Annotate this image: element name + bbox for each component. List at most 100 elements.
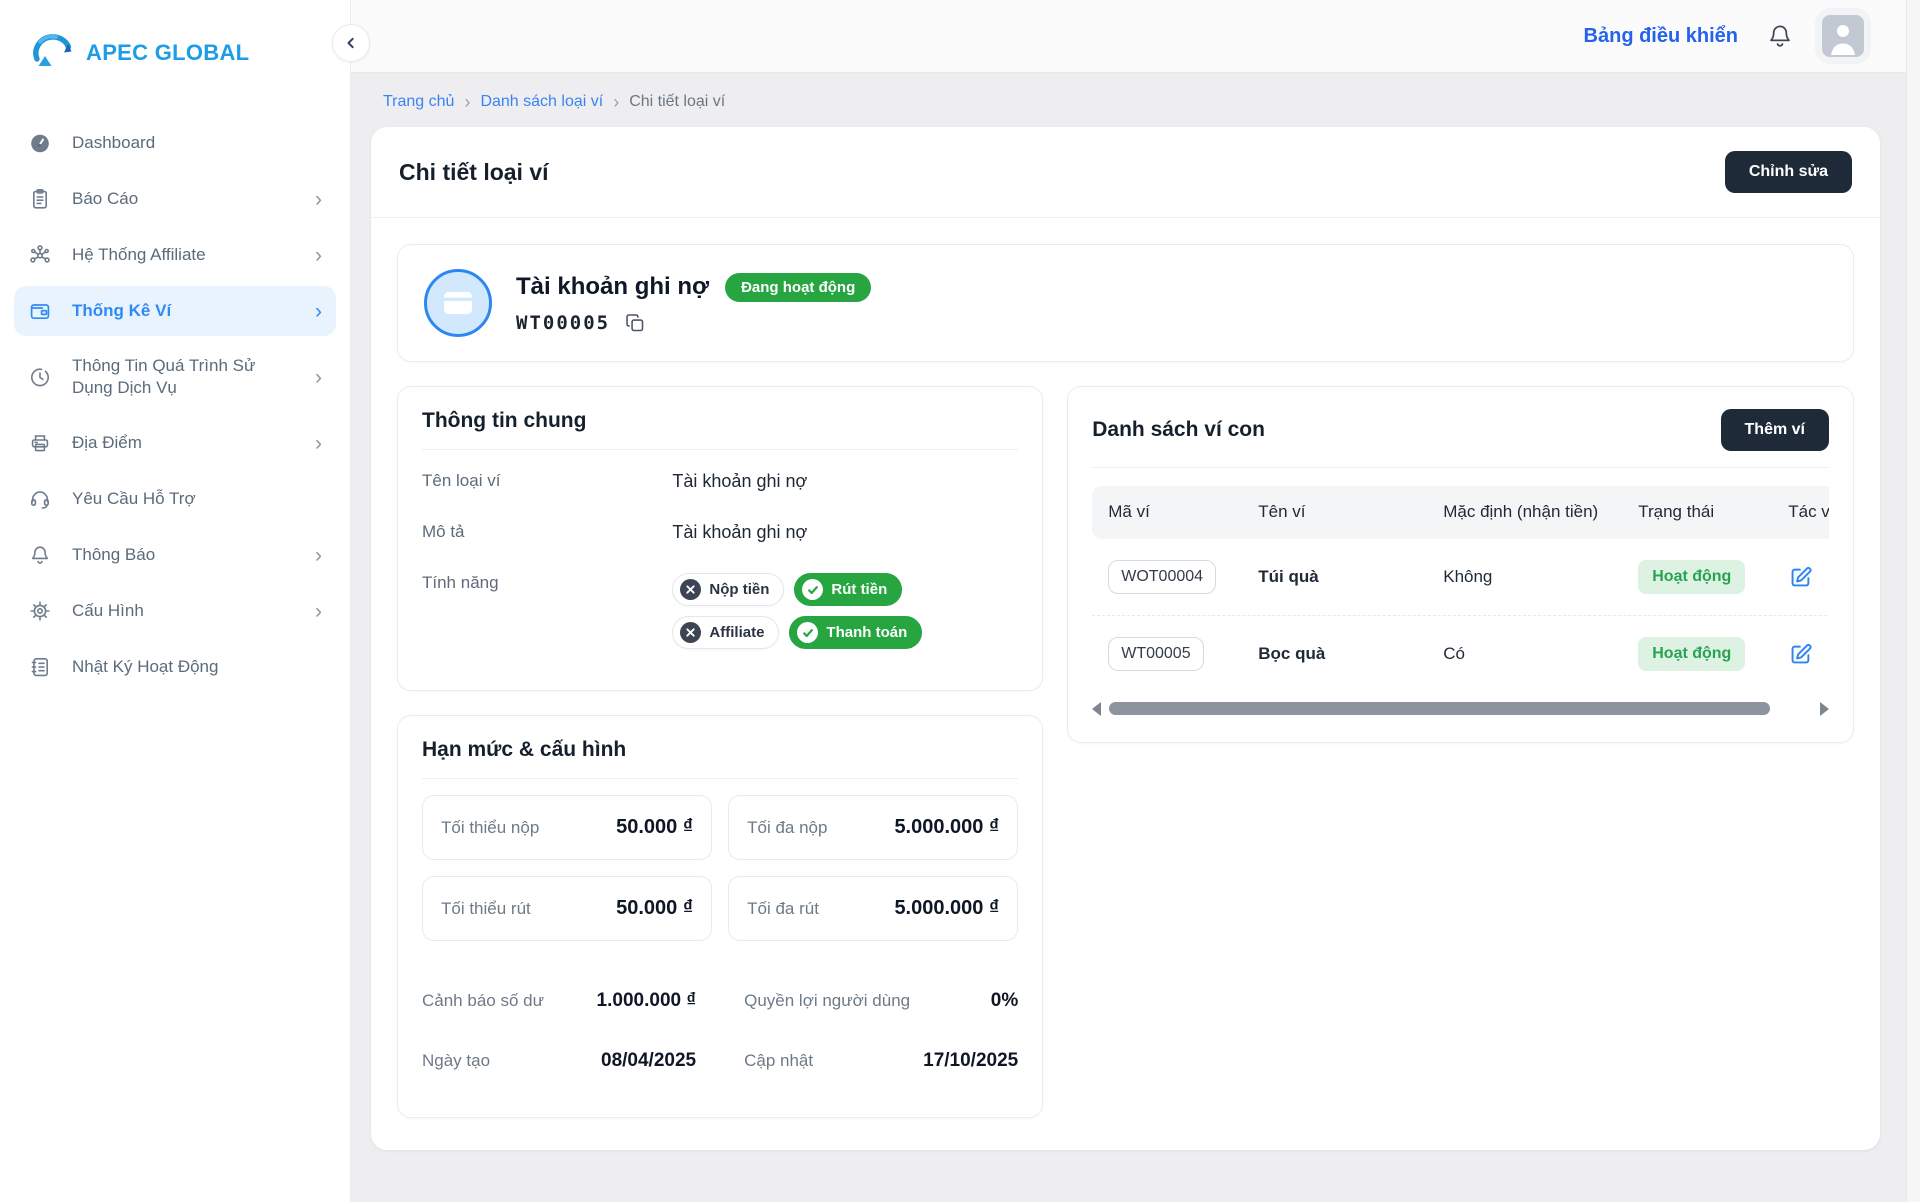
column-header: Tên ví bbox=[1258, 502, 1306, 521]
journal-icon bbox=[28, 655, 52, 679]
sidebar-item-label: Yêu Cầu Hỗ Trợ bbox=[72, 489, 196, 509]
sidebar: APEC GLOBAL Dashboard Báo Cáo › bbox=[0, 0, 351, 1202]
breadcrumb-separator-icon: › bbox=[464, 92, 471, 112]
topbar: Bảng điều khiển bbox=[351, 0, 1920, 73]
sidebar-collapse-button[interactable] bbox=[332, 24, 370, 62]
breadcrumb-home[interactable]: Trang chủ bbox=[383, 93, 455, 110]
scrollbar-thumb[interactable] bbox=[1109, 702, 1770, 716]
sidebar-item-label: Thống Kê Ví bbox=[72, 300, 172, 320]
sidebar-item-label: Dashboard bbox=[72, 132, 156, 152]
field-label: Tên loại ví bbox=[422, 471, 501, 490]
chevron-right-icon: › bbox=[315, 187, 322, 211]
wallet-icon bbox=[28, 299, 52, 323]
sidebar-item-yeu-cau-ho-tro[interactable]: Yêu Cầu Hỗ Trợ bbox=[14, 474, 336, 524]
page-card-header: Chi tiết loại ví Chỉnh sửa bbox=[371, 127, 1880, 218]
info-row-description: Mô tả Tài khoản ghi nợ bbox=[422, 507, 1018, 558]
feature-chip-label: Affiliate bbox=[709, 624, 765, 641]
wallet-avatar bbox=[424, 269, 492, 337]
chevron-right-icon: › bbox=[315, 365, 322, 389]
limit-value: 0% bbox=[990, 990, 1019, 1011]
sidebar-item-label: Địa Điểm bbox=[72, 433, 142, 453]
limits-panel: Hạn mức & cấu hình Tối thiểu nộp 50.000 … bbox=[397, 715, 1044, 1118]
chevron-left-icon bbox=[347, 37, 354, 49]
limit-value: 08/04/2025 bbox=[601, 1050, 697, 1071]
circle-check-icon bbox=[802, 579, 824, 600]
column-header: Trạng thái bbox=[1638, 502, 1715, 521]
sidebar-item-bao-cao[interactable]: Báo Cáo › bbox=[14, 174, 336, 224]
add-wallet-button[interactable]: Thêm ví bbox=[1720, 409, 1829, 451]
wallet-status-badge: Đang hoạt động bbox=[725, 272, 872, 302]
horizontal-scrollbar bbox=[1092, 701, 1829, 716]
page-title: Chi tiết loại ví bbox=[399, 158, 549, 185]
sub-wallets-table: Mã ví Tên ví Mặc định (nhận tiền) Trạng … bbox=[1092, 486, 1829, 692]
scroll-right-arrow-icon[interactable] bbox=[1820, 701, 1829, 716]
brand-logo-icon bbox=[30, 32, 76, 74]
sidebar-item-dashboard[interactable]: Dashboard bbox=[14, 118, 336, 168]
feature-chip-affiliate: Affiliate bbox=[672, 616, 780, 649]
circle-x-icon bbox=[680, 622, 702, 643]
sidebar-item-qua-trinh-su-dung[interactable]: Thông Tin Quá Trình Sử Dụng Dịch Vụ › bbox=[14, 342, 336, 412]
circle-x-icon bbox=[680, 579, 702, 600]
chevron-right-icon: › bbox=[315, 431, 322, 455]
scrollbar-track[interactable] bbox=[1109, 702, 1812, 716]
general-info-panel: Thông tin chung Tên loại ví Tài khoản gh… bbox=[397, 386, 1044, 691]
bell-icon bbox=[28, 543, 52, 567]
status-badge: Hoạt động bbox=[1638, 636, 1746, 671]
person-icon bbox=[1831, 25, 1855, 55]
status-badge: Hoạt động bbox=[1638, 559, 1746, 594]
clipboard-icon bbox=[28, 187, 52, 211]
brand-logo[interactable]: APEC GLOBAL bbox=[14, 26, 336, 74]
credit-card-icon bbox=[444, 292, 472, 314]
info-row-wallet-type-name: Tên loại ví Tài khoản ghi nợ bbox=[422, 456, 1018, 507]
sidebar-item-thong-ke-vi[interactable]: Thống Kê Ví › bbox=[14, 286, 336, 336]
general-info-title: Thông tin chung bbox=[422, 409, 587, 432]
headset-icon bbox=[28, 487, 52, 511]
sidebar-item-dia-diem[interactable]: Địa Điểm › bbox=[14, 418, 336, 468]
limit-label: Tối thiểu rút bbox=[441, 898, 531, 918]
sidebar-item-label: Nhật Ký Hoạt Động bbox=[72, 657, 219, 677]
row-updated-date: Cập nhật 17/10/2025 bbox=[744, 1031, 1018, 1091]
edit-button[interactable]: Chỉnh sửa bbox=[1724, 151, 1852, 193]
brand-name: APEC GLOBAL bbox=[86, 40, 250, 65]
limit-value: 5.000.000 ₫ bbox=[894, 816, 1000, 838]
main-area: Bảng điều khiển Trang chủ › Danh sách lo… bbox=[351, 0, 1920, 1202]
column-header: Mặc định (nhận tiền) bbox=[1443, 502, 1599, 521]
feature-chip-rut-tien: Rút tiền bbox=[794, 573, 903, 606]
limit-value: 50.000 ₫ bbox=[616, 816, 694, 838]
chevron-right-icon: › bbox=[315, 243, 322, 267]
breadcrumb-wallet-list[interactable]: Danh sách loại ví bbox=[480, 93, 604, 110]
feature-chip-thanh-toan: Thanh toán bbox=[789, 616, 923, 649]
limit-label: Cảnh báo số dư bbox=[422, 991, 544, 1010]
limit-value: 50.000 ₫ bbox=[616, 897, 694, 919]
notifications-bell-icon[interactable] bbox=[1766, 22, 1794, 50]
sub-wallets-title: Danh sách ví con bbox=[1092, 418, 1265, 441]
limit-label: Ngày tạo bbox=[422, 1051, 491, 1070]
edit-icon[interactable] bbox=[1788, 641, 1814, 667]
page-scrollbar[interactable] bbox=[1906, 0, 1920, 1202]
limit-rows: Cảnh báo số dư 1.000.000 ₫ Quyền lợi ngư… bbox=[422, 971, 1018, 1091]
edit-icon[interactable] bbox=[1788, 564, 1814, 590]
column-header: Mã ví bbox=[1108, 502, 1150, 521]
network-icon bbox=[28, 243, 52, 267]
limit-value: 17/10/2025 bbox=[923, 1050, 1019, 1071]
field-label: Tính năng bbox=[422, 573, 499, 592]
sidebar-item-he-thong-affiliate[interactable]: Hệ Thống Affiliate › bbox=[14, 230, 336, 280]
sidebar-item-cau-hinh[interactable]: Cấu Hình › bbox=[14, 586, 336, 636]
user-avatar[interactable] bbox=[1822, 15, 1864, 57]
wallet-name: Tài khoản ghi nợ bbox=[516, 273, 710, 300]
limit-box-min-withdraw: Tối thiểu rút 50.000 ₫ bbox=[422, 876, 713, 941]
chevron-right-icon: › bbox=[315, 599, 322, 623]
sidebar-item-label: Thông Báo bbox=[72, 545, 156, 565]
sidebar-item-label: Báo Cáo bbox=[72, 188, 139, 208]
gauge-icon bbox=[28, 131, 52, 155]
sidebar-item-nhat-ky[interactable]: Nhật Ký Hoạt Động bbox=[14, 642, 336, 692]
content: Trang chủ › Danh sách loại ví › Chi tiết… bbox=[351, 73, 1920, 1202]
copy-icon[interactable] bbox=[624, 312, 646, 334]
sidebar-item-thong-bao[interactable]: Thông Báo › bbox=[14, 530, 336, 580]
limit-box-min-deposit: Tối thiểu nộp 50.000 ₫ bbox=[422, 795, 713, 860]
scroll-left-arrow-icon[interactable] bbox=[1092, 701, 1102, 716]
dashboard-link[interactable]: Bảng điều khiển bbox=[1583, 24, 1738, 47]
sub-wallet-name: Túi quà bbox=[1258, 566, 1319, 586]
wallet-code: WT00005 bbox=[516, 311, 611, 334]
wallet-summary-panel: Tài khoản ghi nợ Đang hoạt động WT00005 bbox=[397, 244, 1854, 362]
